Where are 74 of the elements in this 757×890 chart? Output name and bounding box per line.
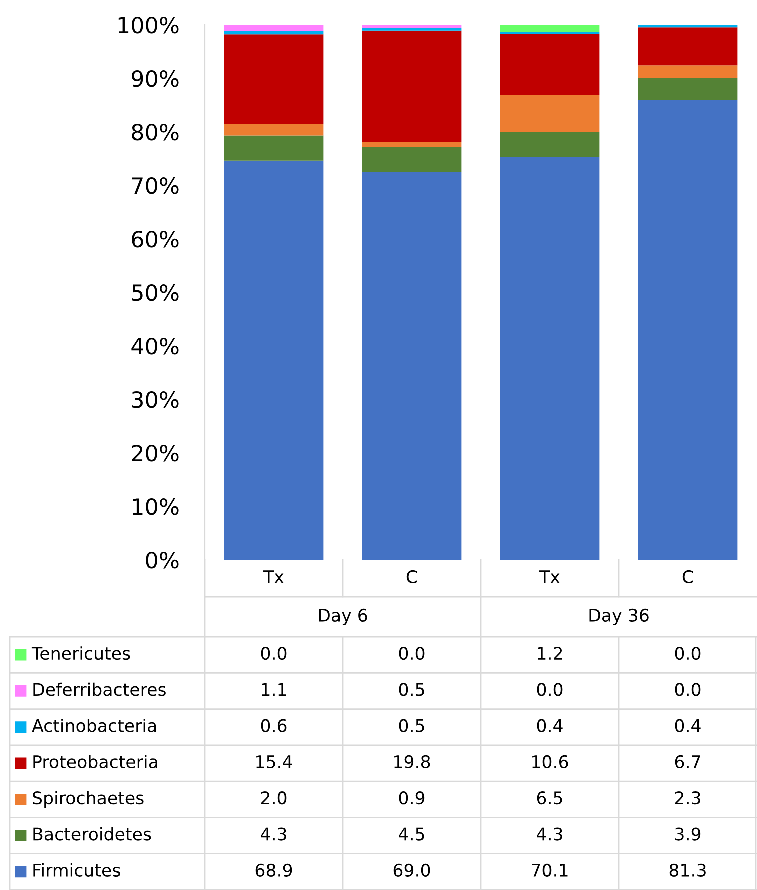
legend-label: Firmicutes <box>34 864 120 877</box>
text: 0.9 <box>399 792 425 805</box>
bar <box>638 66 738 78</box>
y-tick-label: 0% <box>146 552 179 569</box>
x-tick-label: C <box>682 570 694 584</box>
bar <box>500 132 600 158</box>
x-tick-label: Tx <box>264 570 284 584</box>
bar <box>362 28 462 31</box>
text: 2.0 <box>261 792 287 805</box>
text: Day 6 <box>319 608 368 626</box>
text: 70.1 <box>532 864 568 877</box>
bar <box>638 28 738 66</box>
bar <box>224 160 324 560</box>
y-tick-label: 100% <box>118 16 179 34</box>
text: 0.6 <box>261 719 287 732</box>
bar <box>362 142 462 147</box>
y-tick-label: 60% <box>132 230 179 248</box>
y-tick-label: 20% <box>132 444 179 462</box>
text: 4.3 <box>261 828 286 841</box>
bar <box>500 32 600 34</box>
text: 0.0 <box>399 646 425 660</box>
y-tick-label: 90% <box>132 70 179 88</box>
text: 4.5 <box>399 828 424 841</box>
text: Day 36 <box>590 608 649 626</box>
bar <box>500 34 600 96</box>
text: 0.0 <box>537 683 563 696</box>
text: 10.6 <box>532 755 568 769</box>
text: 2.3 <box>675 792 700 805</box>
text: 69.0 <box>394 864 430 877</box>
bar <box>224 31 324 35</box>
text: 0.0 <box>261 646 287 660</box>
text: 1.1 <box>262 683 286 696</box>
y-tick-label: 10% <box>133 498 179 516</box>
bar <box>500 95 600 133</box>
text: 6.7 <box>675 755 700 769</box>
text: 6.5 <box>537 792 562 805</box>
text: 3.9 <box>676 828 701 841</box>
bar <box>362 146 462 172</box>
y-tick-label: 70% <box>132 177 179 194</box>
x-tick-label: Tx <box>540 570 560 584</box>
text: 4.3 <box>537 828 562 841</box>
bar <box>224 136 324 161</box>
bar <box>362 30 462 142</box>
bar <box>638 100 738 560</box>
y-tick-label: 80% <box>132 124 179 141</box>
legend-label: Spirochaetes <box>33 791 144 808</box>
text: 0.0 <box>675 646 701 660</box>
y-tick-label: 30% <box>132 391 179 408</box>
bar <box>638 78 738 100</box>
text: 0.4 <box>675 719 701 732</box>
bar <box>224 124 324 136</box>
text: 0.0 <box>675 683 701 696</box>
legend-label: Bacteroidetes <box>34 827 152 841</box>
text: 68.9 <box>256 864 292 877</box>
legend-label: Deferribacteres <box>34 682 166 696</box>
text: 0.5 <box>399 719 424 732</box>
y-tick-label: 50% <box>132 284 179 302</box>
bar <box>500 157 600 560</box>
text: 81.3 <box>670 864 706 877</box>
x-tick-label: C <box>406 570 418 584</box>
text: 19.8 <box>394 755 430 769</box>
bar <box>224 25 324 32</box>
legend-label: Proteobacteria <box>34 755 158 769</box>
bar <box>224 34 324 124</box>
y-tick-label: 40% <box>132 338 179 355</box>
bar <box>362 26 462 28</box>
legend-label: Actinobacteria <box>32 718 156 732</box>
text: 0.4 <box>537 719 563 732</box>
bar <box>500 25 600 32</box>
text: 1.2 <box>538 646 562 660</box>
bar <box>362 172 462 560</box>
text: 15.4 <box>256 756 292 769</box>
text: 0.5 <box>399 683 424 696</box>
legend-label: Tenericutes <box>32 646 130 660</box>
